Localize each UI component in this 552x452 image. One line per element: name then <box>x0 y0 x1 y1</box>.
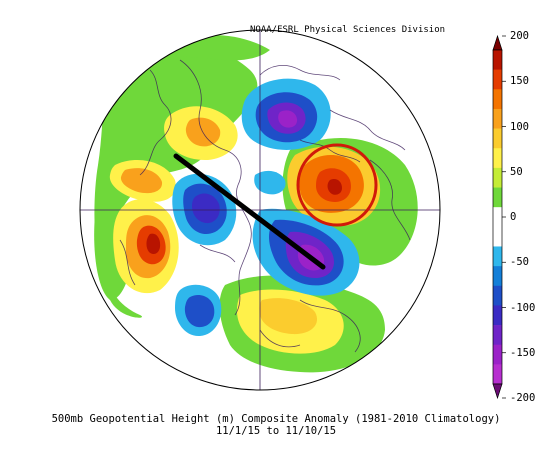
colorbar <box>492 34 506 400</box>
colorbar-segment <box>493 207 502 228</box>
colorbar-segment <box>493 69 502 90</box>
colorbar-segment <box>493 128 502 149</box>
colorbar-segment <box>493 344 502 365</box>
trough-pacific-darkblue <box>184 295 215 328</box>
colorbar-segment <box>493 108 502 129</box>
colorbar-segment <box>493 305 502 326</box>
colorbar-segment <box>493 187 502 208</box>
colorbar-segment <box>493 148 502 169</box>
trough-small-blue <box>254 170 286 195</box>
credit-text: NOAA/ESRL Physical Sciences Division <box>250 25 446 35</box>
colorbar-tick-label: 50 <box>510 165 523 178</box>
trough-line <box>173 153 326 270</box>
colorbar-tick-label: -50 <box>510 256 529 269</box>
colorbar-top-tip <box>492 34 503 51</box>
anomaly-field <box>94 34 418 373</box>
colorbar-bottom-tip <box>492 383 503 400</box>
colorbar-segment <box>493 226 502 247</box>
trough-north-core <box>278 110 298 128</box>
colorbar-tick-label: -150 <box>510 346 536 359</box>
colorbar-segment <box>493 266 502 287</box>
ridge-circle <box>296 143 378 227</box>
caption-dates: 11/1/15 to 11/10/15 <box>215 425 337 437</box>
colorbar-tick-label: 150 <box>510 75 529 88</box>
colorbar-tick-label: -200 <box>510 392 536 404</box>
coastlines <box>119 59 411 353</box>
caption-title: 500mb Geopotential Height (m) Composite … <box>51 413 501 425</box>
colorbar-segment <box>493 246 502 267</box>
colorbar-segment <box>493 89 502 110</box>
colorbar-tick-label: 100 <box>510 120 529 133</box>
colorbar-segment <box>493 285 502 306</box>
ridge-west-core <box>146 233 161 255</box>
colorbar-segment <box>493 364 502 385</box>
colorbar-segment <box>493 325 502 346</box>
globe-outline <box>79 29 441 391</box>
colorbar-tick-label: 0 <box>510 211 517 223</box>
colorbar-tick-label: 200 <box>510 30 529 42</box>
colorbar-tick-label: -100 <box>510 301 536 314</box>
trough-central-purple <box>192 193 220 224</box>
ridge-east-core <box>327 178 342 195</box>
colorbar-segment <box>493 50 502 70</box>
ridge-central-orange <box>120 168 163 194</box>
graticule <box>80 30 440 390</box>
colorbar-segment <box>493 167 502 188</box>
ridge-south-orange <box>259 298 318 335</box>
